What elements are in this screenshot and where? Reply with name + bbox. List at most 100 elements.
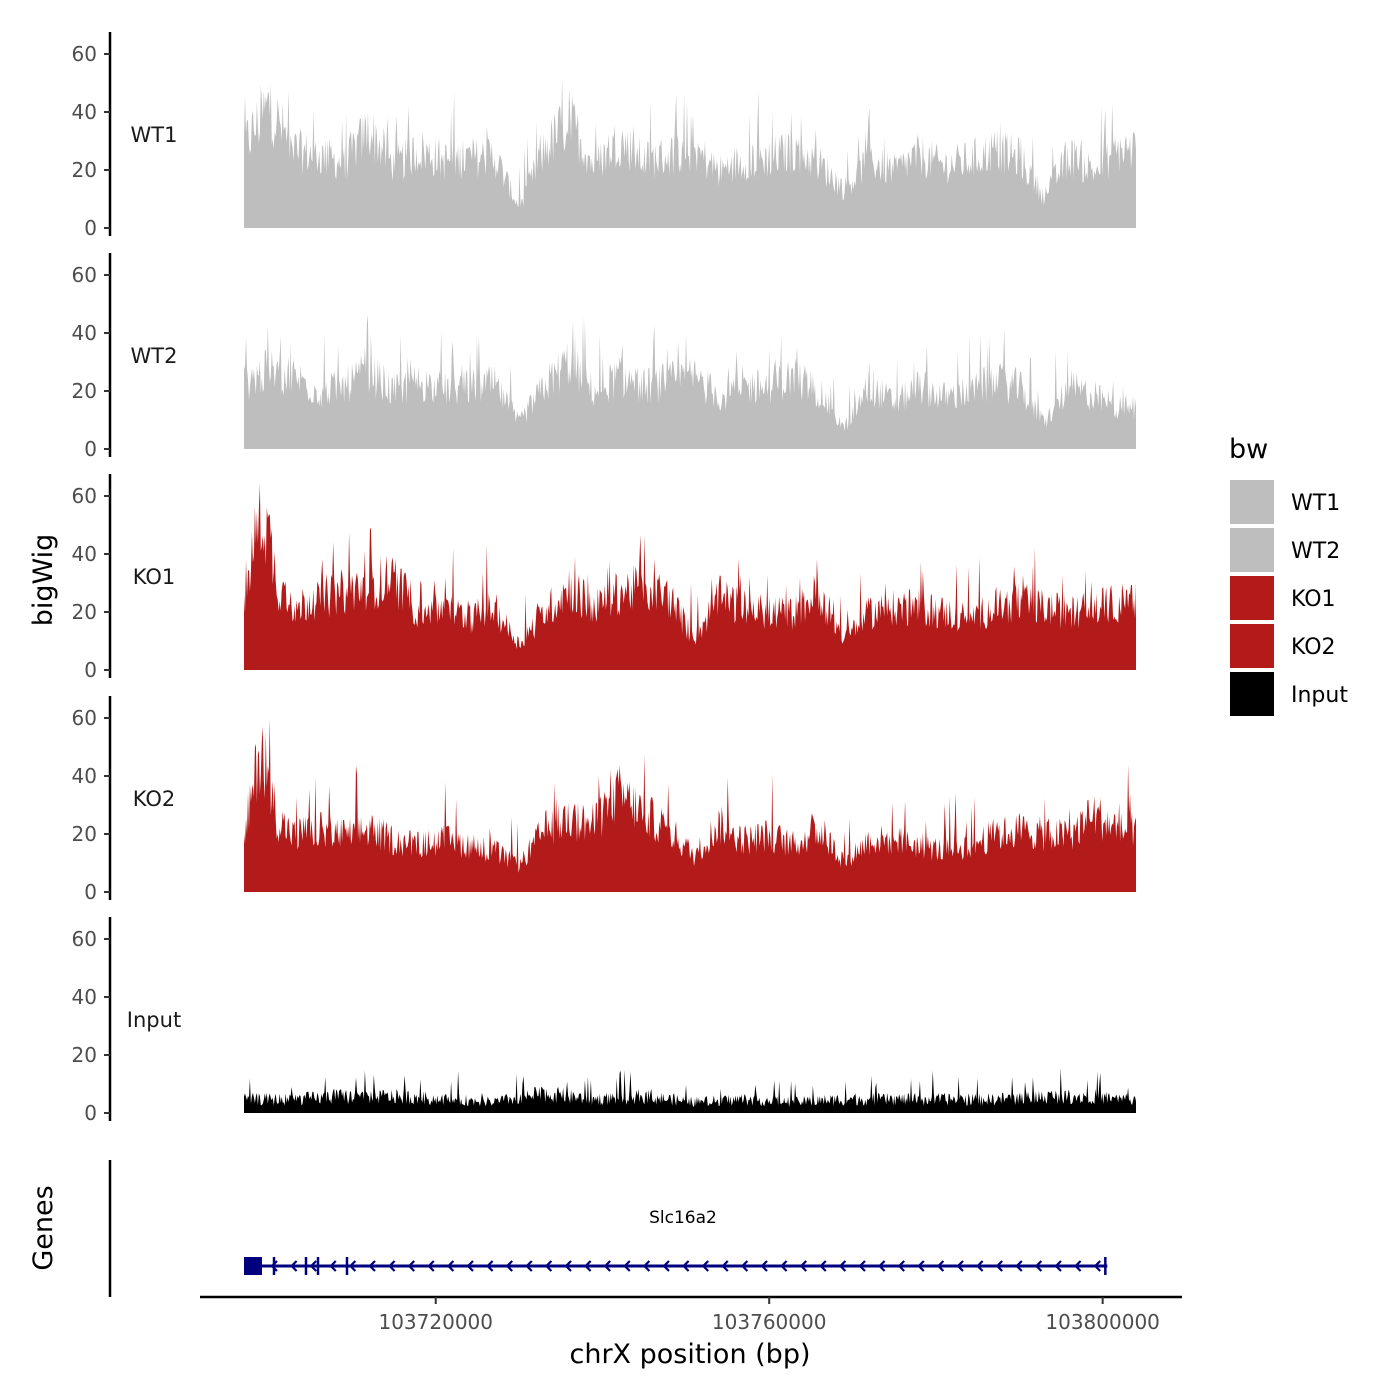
strand-arrow (642, 1260, 651, 1272)
signal-area-wt2 (244, 314, 1136, 449)
y-tick-label: 40 (72, 542, 97, 566)
y-axis-title: bigWig (28, 534, 59, 627)
legend: bw WT1 WT2 KO1 KO2 Input (1229, 434, 1348, 716)
gene-model (244, 1257, 1108, 1275)
strand-arrow (407, 1260, 415, 1272)
strand-arrow (544, 1260, 553, 1272)
strand-arrow (799, 1260, 807, 1272)
y-tick-label: 0 (84, 880, 97, 904)
track-wt1: 0 20 40 60 WT1 (72, 32, 1136, 240)
strand-arrow (1054, 1260, 1062, 1272)
y-tick-label: 20 (72, 1043, 97, 1067)
strand-arrow (995, 1260, 1003, 1272)
legend-swatch (1230, 576, 1274, 620)
signal-area-ko1 (244, 484, 1136, 670)
y-tick-label: 20 (72, 822, 97, 846)
strand-arrow (1015, 1260, 1023, 1272)
y-tick-label: 0 (84, 1101, 97, 1125)
strand-arrow (662, 1260, 670, 1272)
strand-arrow (760, 1260, 768, 1272)
y-tick-label: 40 (72, 321, 97, 345)
y-tick-label: 40 (72, 764, 97, 788)
legend-items: WT1 WT2 KO1 KO2 Input (1230, 480, 1348, 716)
y-tick-label: 0 (84, 437, 97, 461)
strand-arrow (270, 1260, 278, 1272)
strand-arrow (623, 1260, 631, 1272)
strand-arrow (329, 1260, 337, 1272)
y-tick-label: 0 (84, 658, 97, 682)
strand-arrow (505, 1260, 513, 1272)
strand-arrow (290, 1260, 298, 1272)
strand-arrow (603, 1260, 611, 1272)
strand-arrow (682, 1260, 690, 1272)
strand-arrow (897, 1260, 905, 1272)
x-axis-ticks: 103720000 103760000 103800000 (378, 1297, 1160, 1334)
legend-label: Input (1291, 683, 1348, 708)
strand-arrow (388, 1260, 396, 1272)
strand-arrow (564, 1260, 572, 1272)
legend-swatch (1230, 624, 1274, 668)
y-tick-label: 20 (72, 600, 97, 624)
y-tick-label: 60 (72, 706, 97, 730)
legend-swatch (1230, 672, 1274, 716)
track-label-wt1: WT1 (131, 123, 178, 147)
legend-swatch (1230, 480, 1274, 524)
strand-arrow (838, 1260, 847, 1272)
signal-tracks: 0 20 40 60 WT1 0 20 40 60 WT2 0 20 40 60 KO1 0 20 40 60 KO2… (72, 32, 1136, 1125)
strand-arrow (819, 1260, 827, 1272)
strand-arrow (740, 1260, 749, 1272)
strand-arrow (936, 1260, 945, 1272)
y-tick-label: 60 (72, 927, 97, 951)
gene-exon (244, 1257, 262, 1275)
strand-arrow (780, 1260, 788, 1272)
legend-label: WT2 (1291, 539, 1340, 564)
legend-swatch (1230, 528, 1274, 572)
y-tick-label: 40 (72, 100, 97, 124)
strand-arrow (446, 1260, 455, 1272)
legend-item-ko2: KO2 (1230, 624, 1336, 668)
strand-arrow (858, 1260, 866, 1272)
x-tick-label: 103760000 (712, 1310, 827, 1334)
x-tick-label: 103800000 (1045, 1310, 1160, 1334)
track-ko1: 0 20 40 60 KO1 (72, 474, 1136, 682)
legend-label: KO1 (1291, 587, 1336, 612)
y-tick-label: 60 (72, 484, 97, 508)
track-label-ko1: KO1 (133, 565, 176, 589)
legend-item-wt1: WT1 (1230, 480, 1340, 524)
y-tick-label: 60 (72, 42, 97, 66)
track-input: 0 20 40 60 Input (72, 917, 1136, 1125)
y-tick-label: 0 (84, 216, 97, 240)
signal-area-wt1 (244, 77, 1136, 228)
y-tick-label: 40 (72, 985, 97, 1009)
strand-arrow (878, 1260, 886, 1272)
track-wt2: 0 20 40 60 WT2 (72, 253, 1136, 461)
strand-arrow (1093, 1260, 1101, 1272)
strand-arrow (701, 1260, 709, 1272)
strand-arrow (584, 1260, 592, 1272)
legend-label: KO2 (1291, 635, 1336, 660)
y-tick-label: 60 (72, 263, 97, 287)
strand-arrow (348, 1260, 357, 1272)
legend-item-input: Input (1230, 672, 1348, 716)
track-label-ko2: KO2 (133, 787, 176, 811)
x-axis: 103720000 103760000 103800000 chrX positio… (200, 1295, 1182, 1370)
legend-item-wt2: WT2 (1230, 528, 1340, 572)
y-tick-label: 20 (72, 158, 97, 182)
legend-label: WT1 (1291, 491, 1340, 516)
genes-axis-title: Genes (28, 1185, 59, 1270)
strand-arrow (917, 1260, 925, 1272)
strand-arrow (486, 1260, 494, 1272)
signal-area-ko2 (244, 718, 1136, 892)
x-tick-label: 103720000 (378, 1310, 493, 1334)
strand-arrow (368, 1260, 376, 1272)
legend-title: bw (1229, 434, 1268, 465)
signal-area-input (244, 1067, 1136, 1113)
strand-arrow (427, 1260, 435, 1272)
y-tick-label: 20 (72, 379, 97, 403)
genes-panel: Genes Slc16a2 (28, 1160, 1108, 1297)
legend-item-ko1: KO1 (1230, 576, 1336, 620)
track-label-input: Input (127, 1008, 181, 1032)
strand-arrow (956, 1260, 964, 1272)
strand-arrow (466, 1260, 474, 1272)
